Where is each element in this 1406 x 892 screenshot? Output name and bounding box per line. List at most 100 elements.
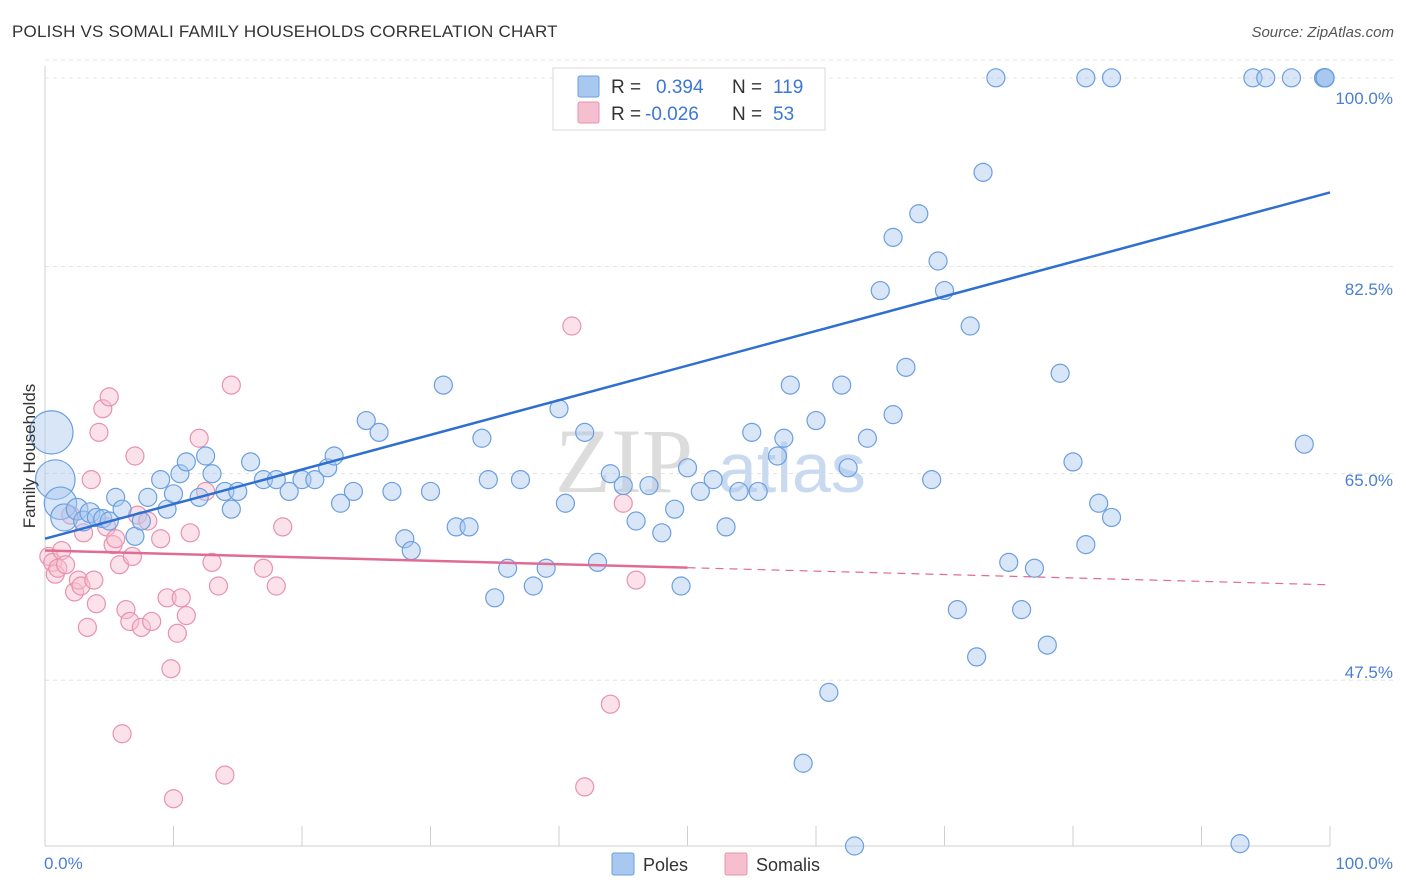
data-point xyxy=(729,481,749,502)
data-point xyxy=(838,458,858,478)
data-point xyxy=(86,594,107,614)
somalis-legend-swatch xyxy=(577,101,600,124)
data-point xyxy=(523,576,543,596)
data-point xyxy=(1024,558,1045,578)
data-point xyxy=(671,576,691,596)
data-point xyxy=(857,428,878,448)
data-point xyxy=(189,428,209,448)
data-point xyxy=(844,836,865,856)
poles-series xyxy=(29,68,1335,856)
data-point xyxy=(986,68,1006,88)
data-point xyxy=(208,576,229,596)
data-point xyxy=(832,375,852,395)
data-point xyxy=(81,470,101,490)
data-point xyxy=(562,316,582,336)
data-point xyxy=(180,523,200,543)
data-point xyxy=(253,558,274,578)
data-point xyxy=(241,452,261,472)
data-point xyxy=(356,410,376,431)
trend-lines xyxy=(44,191,1331,586)
data-point xyxy=(1315,68,1335,88)
data-point xyxy=(151,470,171,490)
source-credit: Source: ZipAtlas.com xyxy=(1251,24,1394,41)
poles-n-value: 119 xyxy=(773,77,803,98)
data-point xyxy=(587,552,608,572)
data-point xyxy=(1101,68,1122,88)
data-point xyxy=(215,765,235,785)
data-point xyxy=(170,464,190,484)
y-tick-label: 65.0% xyxy=(1345,471,1393,490)
data-point xyxy=(555,493,576,513)
data-point xyxy=(84,570,104,590)
data-point xyxy=(273,517,293,537)
data-point xyxy=(142,611,162,632)
data-point xyxy=(883,227,903,247)
data-point xyxy=(93,399,113,419)
data-point xyxy=(922,470,942,490)
data-point xyxy=(967,647,987,667)
data-point xyxy=(626,511,646,531)
data-point xyxy=(77,617,98,637)
data-point xyxy=(613,493,633,513)
data-point xyxy=(55,555,76,575)
data-point xyxy=(125,446,145,466)
data-point xyxy=(472,428,492,448)
data-point xyxy=(65,497,89,521)
data-point xyxy=(973,162,993,182)
data-point xyxy=(883,405,903,425)
data-point xyxy=(819,682,839,702)
data-point xyxy=(1294,434,1314,454)
data-point xyxy=(420,481,441,502)
data-point xyxy=(690,481,710,502)
data-point xyxy=(279,481,299,502)
data-point xyxy=(1076,535,1096,555)
data-point xyxy=(1101,507,1122,528)
poles-legend-swatch xyxy=(577,75,600,98)
data-point xyxy=(947,600,967,620)
data-point xyxy=(575,422,595,442)
data-point xyxy=(120,611,140,632)
data-point xyxy=(382,481,402,502)
data-point xyxy=(1050,363,1070,383)
data-point xyxy=(767,446,788,466)
data-point xyxy=(151,529,171,549)
somalis-bottom-swatch xyxy=(724,852,748,876)
data-point xyxy=(742,422,762,442)
data-point xyxy=(343,481,363,502)
chart-title: POLISH VS SOMALI FAMILY HOUSEHOLDS CORRE… xyxy=(12,22,558,41)
data-point xyxy=(176,452,196,472)
data-point xyxy=(305,470,325,490)
data-point xyxy=(106,529,126,549)
data-point xyxy=(116,600,136,620)
data-point xyxy=(793,753,813,773)
data-point xyxy=(266,576,286,596)
somalis-r-value: -0.026 xyxy=(645,104,699,125)
data-point xyxy=(1256,68,1276,88)
data-point xyxy=(433,375,453,395)
data-point xyxy=(652,523,672,543)
y-tick-label: 100.0% xyxy=(1335,89,1393,108)
gridlines xyxy=(45,59,1393,681)
data-point xyxy=(163,789,184,809)
poles-r-label: R = xyxy=(611,77,641,98)
data-point xyxy=(161,659,181,679)
data-point xyxy=(1281,68,1302,88)
data-point xyxy=(1063,452,1083,472)
data-point xyxy=(89,422,109,442)
data-point xyxy=(99,387,119,407)
data-point xyxy=(1011,600,1032,620)
data-point xyxy=(196,446,216,466)
data-point xyxy=(780,375,800,395)
data-point xyxy=(485,588,505,608)
data-point xyxy=(639,475,659,496)
poles-bottom-swatch xyxy=(611,852,635,876)
data-point xyxy=(330,493,351,513)
somalis-trend-line xyxy=(44,549,688,569)
poles-trend-line xyxy=(44,191,1331,540)
somalis-series xyxy=(39,316,646,809)
poles-r-value: 0.394 xyxy=(656,77,704,98)
data-point xyxy=(960,316,980,336)
data-point xyxy=(202,464,222,484)
data-point xyxy=(748,481,768,502)
